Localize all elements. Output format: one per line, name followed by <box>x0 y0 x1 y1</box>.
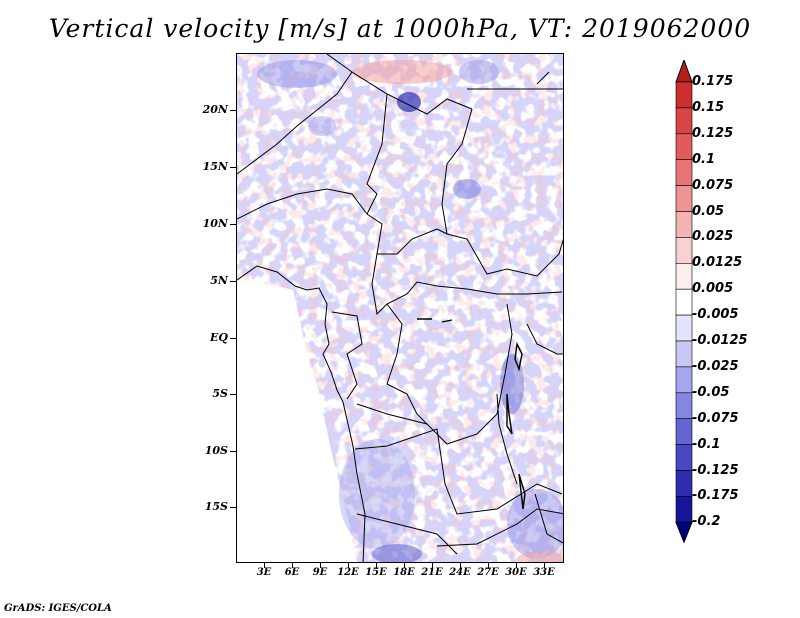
x-tick-label: 21E <box>421 567 443 578</box>
colorbar-top-arrow <box>675 60 693 83</box>
x-tick <box>544 563 545 568</box>
x-tick-label: 3E <box>256 567 272 578</box>
colorbar-segment <box>675 159 693 186</box>
y-tick <box>230 507 236 508</box>
lakes <box>417 318 526 510</box>
y-tick <box>230 338 236 339</box>
y-tick-label: 10S <box>204 444 228 457</box>
y-tick-label: 15N <box>202 160 228 173</box>
y-tick <box>230 110 236 111</box>
x-tick <box>404 563 405 568</box>
x-tick <box>516 563 517 568</box>
colorbar-label: -0.05 <box>692 384 730 400</box>
y-tick <box>230 224 236 225</box>
colorbar-label: 0.125 <box>692 125 734 141</box>
colorbar-segment <box>675 340 693 368</box>
x-tick <box>292 563 293 568</box>
x-tick <box>376 563 377 568</box>
y-tick <box>230 451 236 452</box>
colorbar-label: -0.005 <box>692 307 739 323</box>
colorbar <box>675 60 693 544</box>
colorbar-segment <box>675 496 693 523</box>
vertical-velocity-field <box>237 54 563 562</box>
y-tick-label: 5S <box>212 387 228 400</box>
colorbar-label: 0.005 <box>692 281 734 297</box>
x-tick-label: 15E <box>365 567 387 578</box>
colorbar-label: -0.2 <box>692 514 721 530</box>
x-tick <box>488 563 489 568</box>
x-tick <box>460 563 461 568</box>
x-tick-label: 6E <box>284 567 300 578</box>
colorbar-label: 0.0125 <box>692 255 743 271</box>
y-tick-label: 10N <box>202 217 228 230</box>
x-tick <box>348 563 349 568</box>
colorbar-bottom-arrow <box>675 521 693 544</box>
colorbar-label: -0.075 <box>692 410 739 426</box>
plot-title: Vertical velocity [m/s] at 1000hPa, VT: … <box>48 14 752 43</box>
y-tick <box>230 167 236 168</box>
x-tick-label: 9E <box>312 567 328 578</box>
colorbar-label: 0.15 <box>692 99 725 115</box>
colorbar-segment <box>675 185 693 212</box>
colorbar-segment <box>675 81 693 109</box>
x-tick-label: 18E <box>393 567 415 578</box>
colorbar-segment <box>675 237 693 264</box>
y-tick <box>230 281 236 282</box>
y-tick-label: 5N <box>210 274 228 287</box>
colorbar-label: -0.125 <box>692 462 739 478</box>
colorbar-segment <box>675 314 693 342</box>
colorbar-segment <box>675 470 693 497</box>
x-tick-label: 33E <box>533 567 555 578</box>
colorbar-label: 0.175 <box>692 74 734 89</box>
colorbar-segment <box>675 444 693 471</box>
colorbar-label: 0.05 <box>692 203 725 219</box>
map-panel <box>236 53 564 563</box>
colorbar-label: -0.175 <box>692 488 739 504</box>
colorbar-segment <box>675 263 693 290</box>
colorbar-label: 0.075 <box>692 177 734 193</box>
colorbar-segment <box>675 211 693 238</box>
x-tick <box>264 563 265 568</box>
colorbar-segment <box>675 366 693 394</box>
x-tick <box>432 563 433 568</box>
colorbar-segment <box>675 418 693 445</box>
x-tick <box>320 563 321 568</box>
colorbar-segment <box>675 288 693 316</box>
colorbar-segment <box>675 107 693 135</box>
colorbar-label: -0.0125 <box>692 333 748 348</box>
colorbar-label: 0.1 <box>692 151 716 167</box>
colorbar-label: 0.025 <box>692 229 734 245</box>
y-tick-label: 15S <box>204 500 228 513</box>
x-tick-label: 30E <box>505 567 527 578</box>
colorbar-segment <box>675 392 693 419</box>
x-tick-label: 27E <box>477 567 499 578</box>
y-tick-label: 20N <box>202 103 228 116</box>
x-tick-label: 24E <box>449 567 471 578</box>
y-tick <box>230 394 236 395</box>
colorbar-segment <box>675 133 693 161</box>
footer-credit: GrADS: IGES/COLA <box>4 603 112 614</box>
y-tick-label: EQ <box>210 331 228 344</box>
x-tick-label: 12E <box>337 567 359 578</box>
map-canvas <box>237 54 563 562</box>
country-borders <box>237 54 563 562</box>
colorbar-label: -0.025 <box>692 358 739 374</box>
colorbar-label: -0.1 <box>692 436 721 452</box>
